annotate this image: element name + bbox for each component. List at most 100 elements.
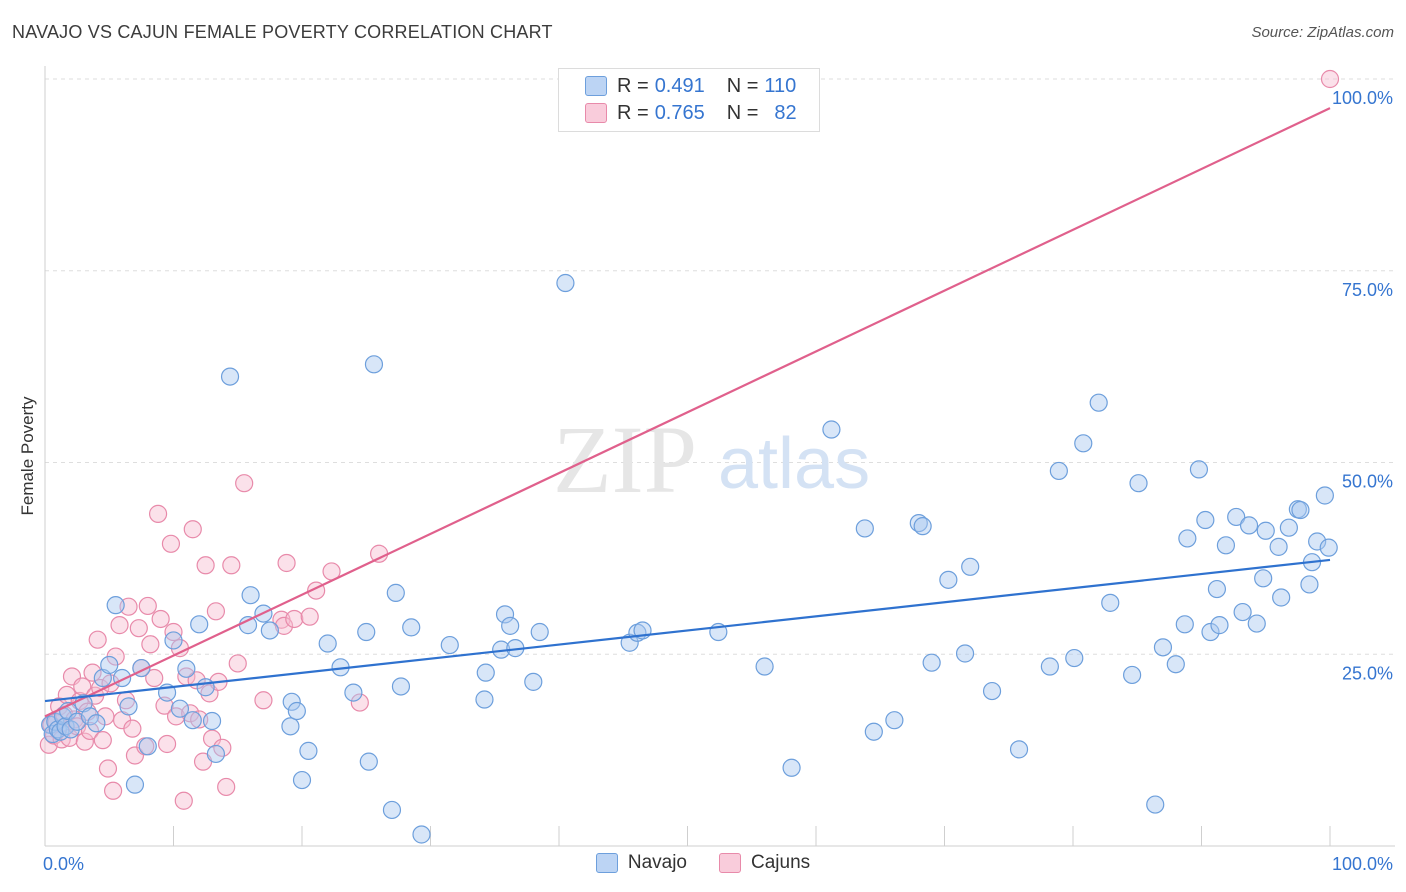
navajo-point: [318, 634, 337, 653]
navajo-point: [1319, 538, 1338, 557]
cajuns-point: [1320, 69, 1340, 89]
navajo-point: [1254, 569, 1273, 588]
navajo-point: [556, 273, 575, 293]
navajo-point: [755, 657, 774, 676]
cajuns-point: [151, 609, 170, 629]
navajo-point: [386, 583, 405, 602]
cajuns-swatch: [719, 853, 741, 873]
navajo-point: [1291, 500, 1310, 520]
cajuns-point: [161, 534, 181, 553]
navajo-point: [855, 519, 874, 538]
cajuns-point: [196, 556, 215, 575]
navajo-point: [955, 644, 975, 663]
cajuns-point: [277, 553, 296, 573]
navajo-point: [138, 737, 157, 756]
navajo-point: [344, 683, 363, 702]
navajo-point: [1129, 474, 1148, 493]
navajo-point: [476, 663, 495, 682]
navajo-point: [440, 635, 459, 655]
watermark-zip: ZIP: [553, 406, 697, 513]
navajo-point: [524, 672, 543, 691]
cajuns-point: [285, 609, 304, 629]
navajo-point: [1009, 740, 1029, 759]
navajo-point: [822, 420, 841, 439]
navajo-point: [1272, 588, 1291, 607]
cajuns-swatch: [585, 103, 607, 123]
cajuns-point: [202, 729, 222, 748]
navajo-r-value: 0.491: [654, 74, 705, 97]
navajo-point: [299, 741, 318, 760]
gridlines: [45, 78, 1395, 655]
cajuns-point: [228, 654, 247, 673]
tick-labels: 25.0% 50.0% 75.0% 100.0% 0.0% 100.0%: [43, 88, 1393, 874]
navajo-point: [183, 711, 202, 730]
navajo-point: [364, 355, 384, 374]
navajo-point: [241, 586, 260, 605]
navajo-point: [913, 517, 932, 536]
navajo-point: [357, 622, 376, 642]
trend-lines: [44, 107, 1331, 718]
navajo-point: [1227, 507, 1246, 527]
navajo-point: [164, 631, 183, 650]
series-legend: Navajo Cajuns: [0, 852, 1406, 874]
navajo-point: [106, 596, 125, 615]
cajuns-point: [222, 556, 241, 575]
navajo-point: [87, 714, 106, 733]
navajo-point: [1189, 460, 1209, 479]
navajo-point: [530, 622, 549, 642]
cajuns-point: [181, 704, 200, 723]
cajuns-point: [75, 732, 94, 751]
cajuns-point: [300, 607, 319, 626]
cajuns-trend-line: [44, 107, 1331, 718]
navajo-point: [1256, 521, 1275, 540]
watermark-atlas: atlas: [718, 424, 870, 504]
cajuns-point: [125, 746, 145, 765]
navajo-point: [412, 825, 431, 844]
n-label: N =: [726, 74, 759, 97]
navajo-trend-line: [44, 558, 1331, 703]
navajo-point: [1300, 575, 1319, 594]
cajuns-point: [138, 596, 157, 616]
cajuns-point: [110, 616, 129, 635]
navajo-point: [1315, 486, 1334, 505]
navajo-point: [402, 618, 421, 637]
cajuns-point: [129, 619, 148, 638]
navajo-point: [391, 677, 411, 696]
navajo-point: [177, 659, 196, 678]
cajuns-point: [217, 777, 236, 797]
navajo-point: [100, 655, 119, 675]
r-label: R =: [617, 101, 649, 124]
navajo-point: [620, 633, 639, 652]
cajuns-r-value: 0.765: [654, 101, 705, 124]
navajo-point: [961, 557, 980, 576]
navajo-point: [864, 722, 883, 741]
navajo-swatch: [585, 76, 607, 96]
navajo-point: [196, 678, 215, 697]
cajuns-point: [83, 663, 102, 682]
legend-label-navajo: Navajo: [627, 852, 687, 873]
navajo-point: [922, 653, 941, 672]
chart-title: NAVAJO VS CAJUN FEMALE POVERTY CORRELATI…: [12, 22, 553, 42]
cajuns-point: [123, 719, 142, 738]
cajuns-point: [145, 668, 164, 688]
cajuns-point: [148, 504, 168, 523]
cajuns-points: [39, 69, 1340, 810]
navajo-point: [1233, 602, 1252, 622]
legend-item-cajuns: Cajuns: [719, 852, 810, 874]
y-tick-label: 50.0%: [1342, 472, 1393, 492]
cajuns-point: [93, 731, 112, 750]
legend-item-navajo: Navajo: [595, 852, 687, 874]
navajo-point: [170, 699, 190, 718]
navajo-point: [501, 616, 520, 635]
navajo-point: [125, 775, 145, 794]
navajo-point: [206, 744, 226, 764]
navajo-points: [41, 273, 1338, 844]
navajo-point: [982, 681, 1002, 701]
cajuns-point: [104, 781, 123, 800]
navajo-point: [1101, 593, 1120, 612]
cajuns-point: [274, 616, 294, 635]
legend-row-navajo: R = 0.491 N = 110: [585, 73, 796, 99]
navajo-point: [885, 711, 904, 730]
n-label: N =: [726, 101, 759, 124]
